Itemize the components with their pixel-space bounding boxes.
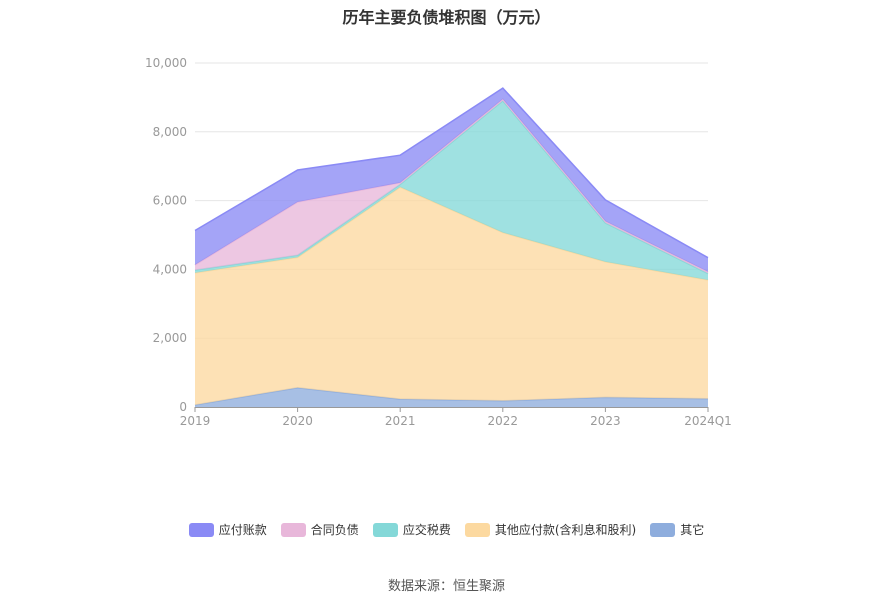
x-tick-label: 2023 [590,414,621,428]
legend-item[interactable]: 其他应付款(含利息和股利) [464,521,637,538]
area-series [195,99,708,274]
axes: 0 2,000 4,000 6,000 8,000 10,000 2019 2020 2021 2… [145,56,732,428]
y-tick-label: 10,000 [145,56,187,70]
area-series-layer [194,87,709,407]
legend-label: 应付账款 [218,523,267,537]
area-series [195,88,708,272]
legend-label: 其他应付款(含利息和股利) [494,523,637,537]
y-tick-label: 8,000 [153,125,187,139]
source-note: 数据来源：恒生聚源 [387,579,505,594]
area-series [195,187,708,405]
legend-swatch [372,522,398,537]
x-tick-label: 2024Q1 [684,414,732,428]
legend-swatch [464,522,490,537]
chart-title: 历年主要负债堆积图（万元） [342,8,551,27]
x-tick-label: 2019 [180,414,211,428]
x-tick-label: 2022 [488,414,519,428]
legend-label: 应交税费 [402,523,451,537]
legend-label: 合同负债 [310,523,359,537]
legend-item[interactable]: 合同负债 [280,521,359,538]
legend-item[interactable]: 其它 [650,521,704,538]
y-tick-label: 2,000 [153,331,187,345]
legend-label: 其它 [680,523,705,537]
legend-swatch [188,522,214,537]
y-tick-label: 6,000 [153,194,187,208]
area-series [195,387,708,407]
y-tick-label: 0 [179,400,187,414]
legend-item[interactable]: 应付账款 [188,521,267,538]
legend-item[interactable]: 应交税费 [372,521,451,538]
area-series [195,100,708,281]
y-tick-label: 4,000 [153,262,187,276]
x-tick-label: 2020 [282,414,313,428]
legend: 应付账款 合同负债 应交税费 其他应付款(含利息和股利) 其它 [0,521,893,538]
area-series-line [194,87,709,259]
legend-swatch [650,522,676,537]
x-tick-label: 2021 [385,414,416,428]
legend-swatch [280,522,306,537]
